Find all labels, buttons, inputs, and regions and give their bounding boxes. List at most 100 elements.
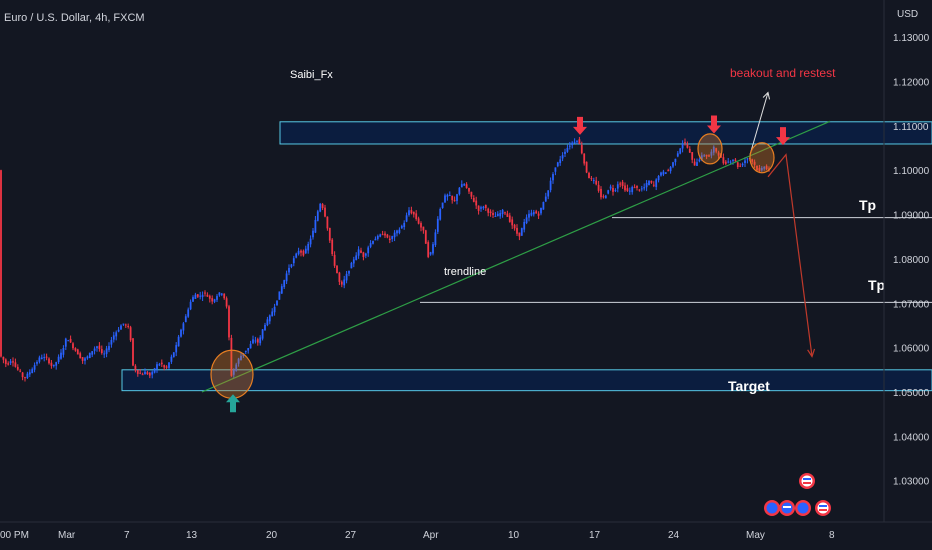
- breakout-arrowhead: [762, 91, 771, 100]
- candle-body: [696, 162, 698, 166]
- candle-body: [628, 190, 631, 192]
- candle-body: [441, 202, 444, 208]
- candle-body: [679, 148, 682, 154]
- candle-body: [208, 295, 211, 299]
- highlight-ellipse: [210, 349, 254, 399]
- event-flag-icon[interactable]: [764, 500, 780, 516]
- candle-body: [141, 374, 144, 376]
- candle-body: [655, 179, 658, 187]
- candle-body: [583, 153, 586, 164]
- candle-body: [703, 155, 706, 157]
- tp1-label: Tp: [859, 197, 876, 213]
- candle-body: [331, 239, 334, 255]
- candle-body: [672, 162, 674, 167]
- candle-body: [496, 213, 499, 217]
- time-tick-label: 17: [589, 530, 601, 541]
- candle-body: [480, 207, 482, 209]
- candle-body: [585, 161, 588, 173]
- candle-body: [324, 207, 326, 217]
- candle-body: [736, 162, 739, 167]
- candle-body: [194, 294, 197, 299]
- candle-body: [175, 345, 178, 353]
- candle-body: [463, 184, 466, 186]
- candle-body: [64, 338, 67, 347]
- candle-body: [216, 296, 218, 300]
- candle-body: [14, 362, 17, 367]
- candle-body: [156, 364, 158, 370]
- target-label: Target: [728, 378, 770, 394]
- candle-body: [475, 200, 478, 206]
- price-tick-label: 1.11000: [893, 122, 929, 133]
- candle-body: [129, 327, 132, 341]
- candle-body: [451, 195, 454, 201]
- candle-body: [427, 242, 430, 257]
- event-flag-icon[interactable]: [779, 500, 795, 516]
- event-flag-icon[interactable]: [795, 500, 811, 516]
- candle-body: [729, 161, 732, 163]
- candle-body: [19, 370, 22, 372]
- candle-body: [561, 155, 564, 159]
- time-tick-label: 27: [345, 530, 357, 541]
- candle-body: [660, 172, 662, 176]
- candle-body: [290, 264, 293, 267]
- candle-body: [650, 180, 653, 183]
- candle-body: [648, 181, 650, 186]
- time-tick-label: 10: [508, 530, 520, 541]
- candle-body: [710, 151, 713, 156]
- candle-body: [472, 197, 475, 202]
- candle-body: [744, 160, 746, 164]
- time-tick-label: 00 PM: [0, 530, 29, 541]
- candle-body: [108, 346, 110, 350]
- candle-body: [691, 152, 694, 160]
- candle-body: [232, 369, 235, 375]
- candle-body: [278, 291, 281, 300]
- candle-body: [345, 273, 348, 281]
- candle-body: [360, 250, 362, 253]
- candle-body: [237, 358, 240, 364]
- candle-body: [633, 187, 636, 189]
- candle-body: [266, 319, 269, 326]
- price-scale[interactable]: USD 1.13000 1.12000 1.11000 1.10000 1.09000 1…: [893, 9, 930, 488]
- candle-body: [417, 218, 420, 224]
- candle-body: [271, 311, 274, 317]
- tp-lines-layer: [420, 217, 932, 303]
- candle-body: [588, 172, 590, 179]
- candle-body: [525, 217, 528, 224]
- candle-body: [134, 365, 137, 371]
- candle-body: [508, 215, 511, 222]
- candle-body: [436, 218, 439, 232]
- candle-body: [614, 190, 617, 192]
- time-scale[interactable]: 00 PM Mar 7 13 20 27 Apr 10 17 24 May 8: [0, 530, 835, 541]
- event-flag-icon[interactable]: [799, 473, 815, 489]
- candle-body: [667, 170, 670, 172]
- candle-body: [506, 213, 509, 217]
- candle-body: [547, 190, 550, 197]
- candle-body: [537, 213, 540, 216]
- candle-body: [540, 207, 542, 214]
- candle-body: [319, 203, 322, 212]
- candle-body: [355, 255, 358, 260]
- highlight-ellipse: [749, 142, 775, 174]
- candle-body: [268, 315, 271, 322]
- candle-body: [2, 356, 5, 360]
- candle-body: [160, 362, 163, 365]
- candle-body: [465, 184, 468, 189]
- candle-body: [708, 155, 710, 157]
- economic-events-icons[interactable]: [764, 473, 831, 516]
- candle-body: [280, 286, 283, 294]
- candle-body: [307, 243, 310, 251]
- candle-body: [712, 146, 715, 153]
- time-tick-label: 20: [266, 530, 278, 541]
- event-flag-icon[interactable]: [815, 500, 831, 516]
- candle-body: [283, 280, 286, 288]
- candle-body: [669, 167, 672, 172]
- candle-body: [624, 185, 626, 191]
- candle-body: [340, 281, 343, 285]
- candle-body: [76, 349, 79, 355]
- candle-body: [374, 238, 377, 241]
- candle-body: [753, 161, 756, 165]
- candle-body: [504, 212, 506, 214]
- candle-body: [638, 189, 641, 191]
- candle-body: [151, 372, 154, 375]
